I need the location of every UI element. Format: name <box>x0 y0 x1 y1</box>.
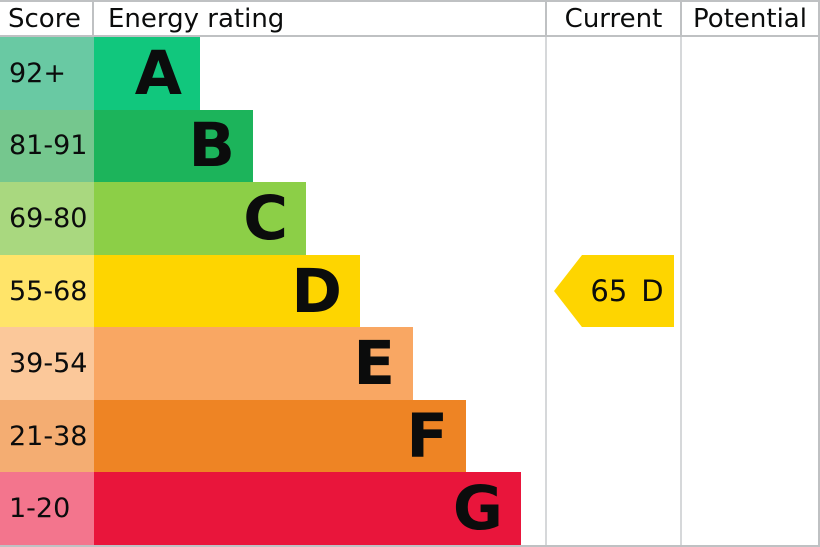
band-bar-c: C <box>94 182 306 255</box>
band-bar-zone: D <box>94 254 545 328</box>
band-bar-d: D <box>94 254 360 328</box>
potential-cell <box>680 109 818 183</box>
band-row-a: 92+ A <box>0 37 818 110</box>
table-header: Score Energy rating Current Potential <box>0 2 818 37</box>
potential-cell <box>680 472 818 545</box>
current-rating-arrow: 65 D <box>554 254 674 328</box>
band-bar-zone: B <box>94 109 545 183</box>
score-range-label: 69-80 <box>0 182 94 255</box>
band-letter-label: F <box>406 400 448 472</box>
current-cell <box>545 399 680 473</box>
current-band-letter: D <box>641 273 664 308</box>
band-bar-b: B <box>94 109 253 183</box>
score-range-label: 1-20 <box>0 472 94 545</box>
current-cell <box>545 182 680 255</box>
header-energy-rating: Energy rating <box>108 3 285 34</box>
band-rows: 92+ A 81-91 B 69-80 C 55-68 D 65 D 39-54 E 21-38 F 1-2… <box>0 37 818 545</box>
score-range-label: 39-54 <box>0 327 94 400</box>
potential-cell <box>680 399 818 473</box>
current-cell: 65 D <box>545 254 680 328</box>
band-bar-zone: G <box>94 472 545 545</box>
band-letter-label: C <box>243 182 288 254</box>
band-bar-zone: F <box>94 399 545 473</box>
band-row-f: 21-38 F <box>0 399 818 473</box>
score-range-label: 55-68 <box>0 254 94 328</box>
band-bar-g: G <box>94 472 521 545</box>
band-bar-zone: C <box>94 182 545 255</box>
band-row-b: 81-91 B <box>0 109 818 183</box>
band-row-g: 1-20 G <box>0 472 818 545</box>
header-current: Current <box>545 2 680 35</box>
score-range-label: 21-38 <box>0 399 94 473</box>
current-cell <box>545 472 680 545</box>
score-range-label: 92+ <box>0 37 94 110</box>
band-row-d: 55-68 D 65 D <box>0 254 818 328</box>
band-bar-e: E <box>94 327 413 400</box>
potential-cell <box>680 254 818 328</box>
potential-cell <box>680 327 818 400</box>
band-letter-label: B <box>188 110 236 182</box>
header-score: Score <box>0 2 94 35</box>
band-letter-label: E <box>353 328 395 400</box>
current-cell <box>545 109 680 183</box>
band-row-c: 69-80 C <box>0 182 818 255</box>
band-bar-zone: E <box>94 327 545 400</box>
band-row-e: 39-54 E <box>0 327 818 400</box>
band-bar-f: F <box>94 399 466 473</box>
potential-cell <box>680 37 818 110</box>
current-cell <box>545 327 680 400</box>
current-cell <box>545 37 680 110</box>
current-score-value: 65 <box>590 273 628 308</box>
score-range-label: 81-91 <box>0 109 94 183</box>
band-bar-zone: A <box>94 37 545 110</box>
band-letter-label: D <box>291 255 342 327</box>
band-letter-label: A <box>134 37 182 109</box>
potential-cell <box>680 182 818 255</box>
band-letter-label: G <box>452 473 503 545</box>
header-potential: Potential <box>680 2 818 35</box>
band-bar-a: A <box>94 37 200 110</box>
